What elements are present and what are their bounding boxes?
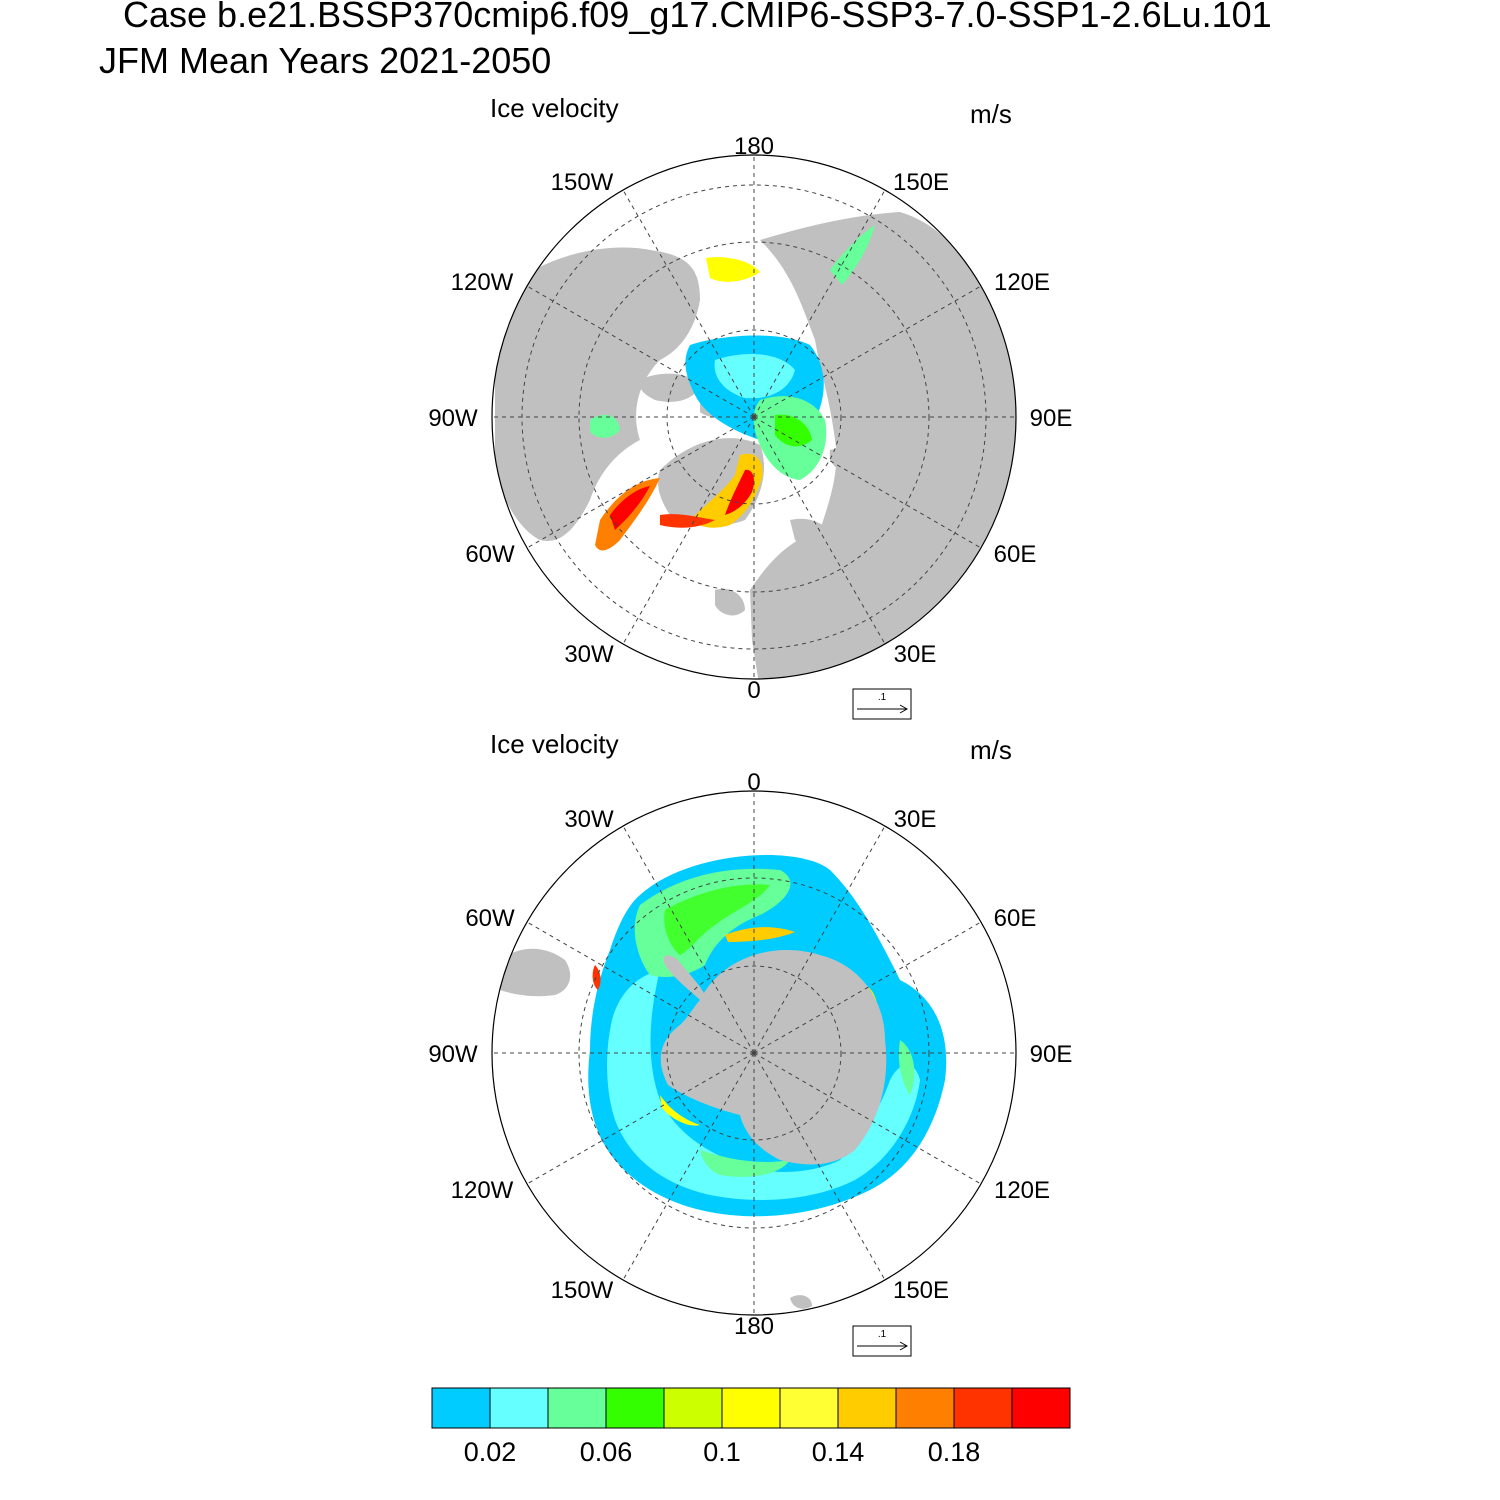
lon-label: 120W	[451, 1177, 514, 1204]
colorbar-swatch	[1011, 1387, 1071, 1429]
antarctic-graticule	[492, 791, 1016, 1315]
colorbar-swatch	[489, 1387, 549, 1429]
lon-label: 30W	[564, 806, 614, 833]
colorbar-swatch	[837, 1387, 897, 1429]
colorbar: 0.02 0.06 0.1 0.14 0.18	[431, 1387, 1071, 1467]
lon-label: 60W	[465, 905, 515, 932]
arctic-lon-labels: 180 150E 120E 90E 60E 30E 0 30W 60W 90W …	[428, 133, 1072, 704]
lon-label: 150E	[893, 1277, 949, 1304]
antarctic-land	[500, 948, 887, 1309]
antarctic-map	[492, 791, 1016, 1315]
lon-label: 120E	[994, 1177, 1050, 1204]
colorbar-swatch	[779, 1387, 839, 1429]
colorbar-tick-label: 0.18	[928, 1437, 981, 1467]
arctic-panel: Ice velocity m/s	[428, 93, 1072, 720]
lon-label: 150E	[893, 169, 949, 196]
antarctic-lon-labels: 0 30E 60E 90E 120E 150E 180 150W 120W 90…	[428, 769, 1072, 1340]
colorbar-swatch	[953, 1387, 1013, 1429]
lon-label: 30W	[564, 641, 614, 668]
arrow-icon	[899, 1341, 909, 1351]
reference-vector-label: .1	[878, 692, 887, 703]
lon-label: 90W	[428, 1041, 478, 1068]
colorbar-tick-label: 0.06	[580, 1437, 633, 1467]
colorbar-tick-label: 0.14	[812, 1437, 865, 1467]
figure-title-case: Case b.e21.BSSP370cmip6.f09_g17.CMIP6-SS…	[123, 0, 1272, 35]
antarctic-panel-units: m/s	[970, 735, 1012, 765]
colorbar-swatch	[431, 1387, 491, 1429]
lon-label: 30E	[894, 806, 937, 833]
arctic-map	[492, 155, 1016, 679]
antarctic-panel-title: Ice velocity	[490, 729, 619, 759]
arrow-icon	[899, 704, 909, 714]
colorbar-tick-label: 0.1	[703, 1437, 741, 1467]
arctic-panel-title: Ice velocity	[490, 93, 619, 123]
lon-label: 180	[734, 1313, 774, 1340]
arctic-graticule	[492, 155, 1016, 679]
lon-label: 90E	[1030, 1041, 1073, 1068]
arctic-land	[495, 212, 1016, 679]
antarctic-reference-vector: .1	[852, 1325, 912, 1357]
lon-label: 60E	[994, 541, 1037, 568]
colorbar-swatch	[663, 1387, 723, 1429]
lon-label: 90W	[428, 405, 478, 432]
lon-label: 120E	[994, 269, 1050, 296]
lon-label: 90E	[1030, 405, 1073, 432]
colorbar-swatch	[547, 1387, 607, 1429]
lon-label: 60W	[465, 541, 515, 568]
arctic-panel-units: m/s	[970, 99, 1012, 129]
reference-vector-label: .1	[878, 1329, 887, 1340]
antarctic-panel: Ice velocity m/s	[428, 729, 1072, 1357]
lon-label: 60E	[994, 905, 1037, 932]
arctic-ice-velocity	[590, 225, 875, 551]
lon-label: 0	[747, 677, 760, 704]
lon-label: 150W	[551, 1277, 614, 1304]
lon-label: 120W	[451, 269, 514, 296]
figure-title-period: JFM Mean Years 2021-2050	[99, 40, 552, 81]
lon-label: 30E	[894, 641, 937, 668]
lon-label: 180	[734, 133, 774, 160]
colorbar-swatch	[895, 1387, 955, 1429]
colorbar-swatch	[605, 1387, 665, 1429]
colorbar-tick-label: 0.02	[464, 1437, 517, 1467]
arctic-reference-vector: .1	[852, 688, 912, 720]
lon-label: 0	[747, 769, 760, 796]
lon-label: 150W	[551, 169, 614, 196]
arctic-map-border	[491, 154, 1017, 680]
colorbar-swatch	[721, 1387, 781, 1429]
antarctic-map-border	[491, 790, 1017, 1316]
